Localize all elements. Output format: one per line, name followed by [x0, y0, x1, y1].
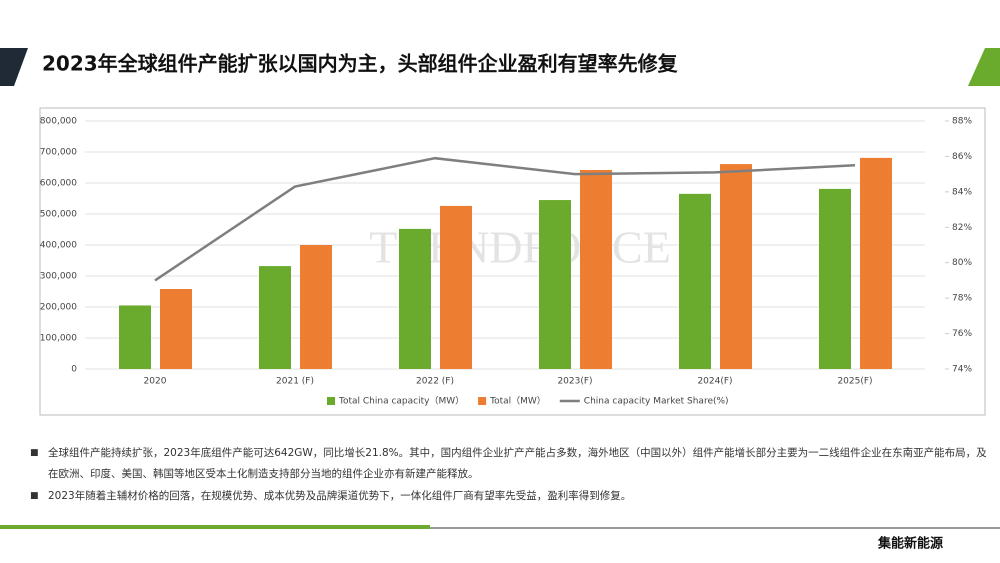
legend-swatch: [478, 397, 487, 405]
bar: [440, 205, 472, 369]
bullet-text: 全球组件产能持续扩张，2023年底组件产能可达642GW，同比增长21.8%。其…: [48, 447, 987, 480]
y2-tick-label: 82%: [952, 223, 972, 233]
bar: [300, 245, 332, 369]
bar: [679, 193, 711, 369]
y-tick-label: 400,000: [40, 241, 77, 251]
y2-tick-label: 76%: [952, 329, 972, 339]
y-tick-label: 200,000: [40, 303, 77, 313]
y2-tick-label: 86%: [952, 152, 972, 162]
slide-title: 2023年全球组件产能扩张以国内为主，头部组件企业盈利有望率先修复: [42, 52, 679, 76]
y-tick-label: 300,000: [40, 272, 77, 282]
bar: [720, 164, 752, 369]
bar: [539, 200, 571, 369]
bar: [580, 169, 612, 369]
y-tick-label: 700,000: [40, 148, 77, 158]
y-tick-label: 500,000: [40, 210, 77, 220]
bar: [819, 188, 851, 369]
y2-tick-label: 74%: [952, 365, 972, 375]
bullet: ■ 全球组件产能持续扩张，2023年底组件产能可达642GW，同比增长21.8%。…: [30, 443, 990, 485]
footer: 集能新能源: [877, 536, 943, 552]
x-tick-label: 2024(F): [697, 377, 732, 387]
bar: [399, 228, 431, 369]
x-tick-label: 2020: [144, 377, 167, 387]
y-tick-label: 800,000: [40, 117, 77, 127]
bar: [860, 157, 892, 369]
y2-tick-label: 84%: [952, 187, 972, 197]
y2-tick-label: 80%: [952, 258, 972, 268]
x-tick-label: 2021 (F): [276, 377, 314, 387]
legend-swatch: [327, 397, 335, 405]
y-tick-label: 600,000: [40, 179, 77, 189]
legend-label: Total（MW）: [489, 396, 546, 407]
line-series: [154, 156, 856, 282]
y2-tick-label: 78%: [952, 294, 972, 304]
bar: [119, 305, 151, 369]
y-tick-label: 100,000: [40, 334, 77, 344]
y-tick-label: 0: [71, 365, 77, 375]
bullet: ■ 2023年随着主辅材价格的回落，在规模优势、成本优势及品牌渠道优势下，一体化组…: [30, 486, 990, 507]
x-tick-label: 2025(F): [837, 377, 872, 387]
x-tick-label: 2022 (F): [416, 377, 454, 387]
bar: [259, 266, 291, 369]
bullet-text: 2023年随着主辅材价格的回落，在规模优势、成本优势及品牌渠道优势下，一体化组件…: [48, 490, 632, 502]
bar: [160, 289, 192, 369]
x-tick-label: 2023(F): [557, 377, 592, 387]
title-deco-right: [968, 48, 1000, 86]
y2-tick-label: 88%: [952, 117, 972, 127]
legend-label: Total China capacity（MW）: [338, 396, 464, 407]
title-deco-left: [0, 48, 28, 86]
legend-label: China capacity Market Share(%): [584, 397, 729, 407]
